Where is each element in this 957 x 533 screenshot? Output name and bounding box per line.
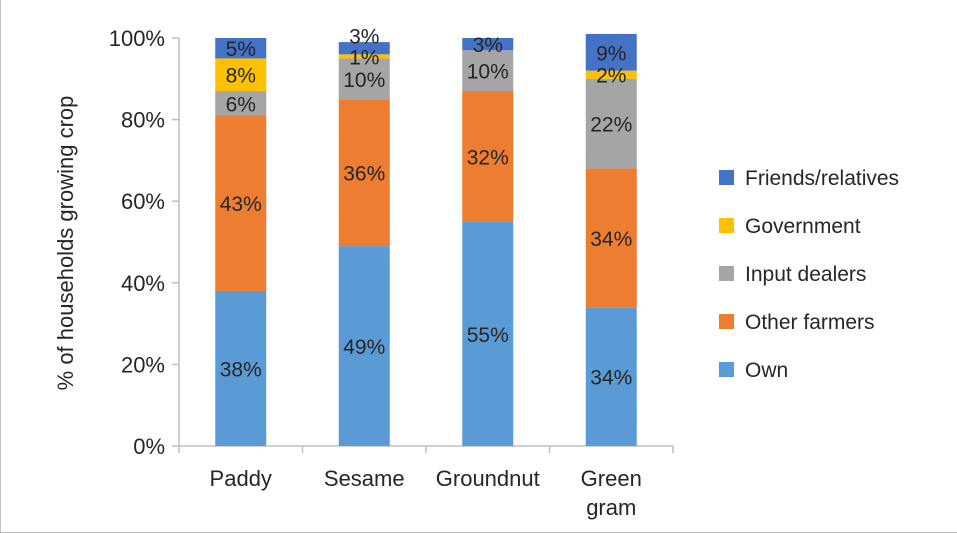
y-tick-label: 20%: [121, 352, 165, 377]
y-tick-label: 40%: [121, 271, 165, 296]
data-label: 9%: [596, 42, 626, 65]
data-label: 5%: [226, 38, 256, 61]
data-label: 22%: [590, 114, 632, 137]
bar-segment: [585, 33, 637, 71]
y-tick-label: 60%: [121, 189, 165, 214]
legend-item: Input dealers: [719, 263, 866, 286]
legend-label: Input dealers: [745, 263, 866, 286]
data-label: 10%: [467, 61, 509, 84]
bar-segment: [585, 78, 637, 169]
legend-swatch: [719, 362, 734, 377]
data-label: 55%: [467, 324, 509, 347]
bar-segment: [462, 50, 514, 92]
bar-segment: [585, 70, 637, 79]
bar-segment: [338, 58, 390, 100]
data-label: 10%: [343, 69, 385, 92]
bar-segment: [585, 168, 637, 308]
legend-swatch: [719, 218, 734, 233]
bar-segment: [215, 58, 267, 92]
data-label: 3%: [349, 25, 379, 48]
data-label: 8%: [226, 65, 256, 88]
bars: [215, 33, 637, 446]
data-label: 38%: [220, 358, 262, 381]
data-label: 34%: [590, 228, 632, 251]
bar-segment: [215, 91, 267, 116]
bar-segment: [338, 99, 390, 247]
data-label: 49%: [343, 336, 385, 359]
bar-segment: [462, 91, 514, 222]
legend-label: Government: [745, 215, 861, 238]
legend: Friends/relatives Government Input dealers…: [719, 167, 899, 382]
x-tick-label: Paddy: [210, 466, 272, 491]
legend-item: Own: [719, 359, 788, 382]
data-label: 6%: [226, 93, 256, 116]
data-label: 43%: [220, 193, 262, 216]
x-tick-labels: Paddy Sesame Groundnut Green gram: [210, 466, 642, 520]
x-tick-label: Green: [581, 466, 642, 491]
bar-segment: [462, 38, 514, 51]
bar-segment: [462, 221, 514, 446]
y-tick-label: 80%: [121, 108, 165, 133]
data-label: 36%: [343, 163, 385, 186]
y-tick-labels: 0% 20% 40% 60% 80% 100%: [109, 26, 165, 459]
bar-segment: [338, 54, 390, 59]
legend-item: Friends/relatives: [719, 167, 899, 190]
data-label: 2%: [596, 65, 626, 88]
data-label: 32%: [467, 146, 509, 169]
legend-swatch: [719, 266, 734, 281]
bar-segment: [338, 246, 390, 446]
legend-item: Other farmers: [719, 311, 875, 334]
legend-label: Own: [745, 359, 788, 382]
data-labels: 38%43%6%8%5%49%36%10%1%3%55%32%10%3%34%3…: [220, 25, 633, 389]
y-axis-label: % of households growing crop: [53, 96, 78, 391]
data-label: 3%: [473, 34, 503, 57]
bar-segment: [585, 307, 637, 446]
y-tick-label: 0%: [133, 434, 165, 459]
legend-swatch: [719, 314, 734, 329]
data-label: 34%: [590, 367, 632, 390]
x-tick-label: Groundnut: [436, 466, 540, 491]
bar-segment: [338, 42, 390, 55]
x-tick-label: gram: [586, 495, 636, 520]
bar-segment: [215, 290, 267, 446]
legend-swatch: [719, 170, 734, 185]
bar-segment: [215, 115, 267, 291]
bar-segment: [215, 38, 267, 59]
data-label: 1%: [349, 46, 379, 69]
legend-label: Friends/relatives: [745, 167, 899, 190]
x-tick-label: Sesame: [324, 466, 405, 491]
y-tick-label: 100%: [109, 26, 165, 51]
legend-item: Government: [719, 215, 861, 238]
legend-label: Other farmers: [745, 311, 875, 334]
